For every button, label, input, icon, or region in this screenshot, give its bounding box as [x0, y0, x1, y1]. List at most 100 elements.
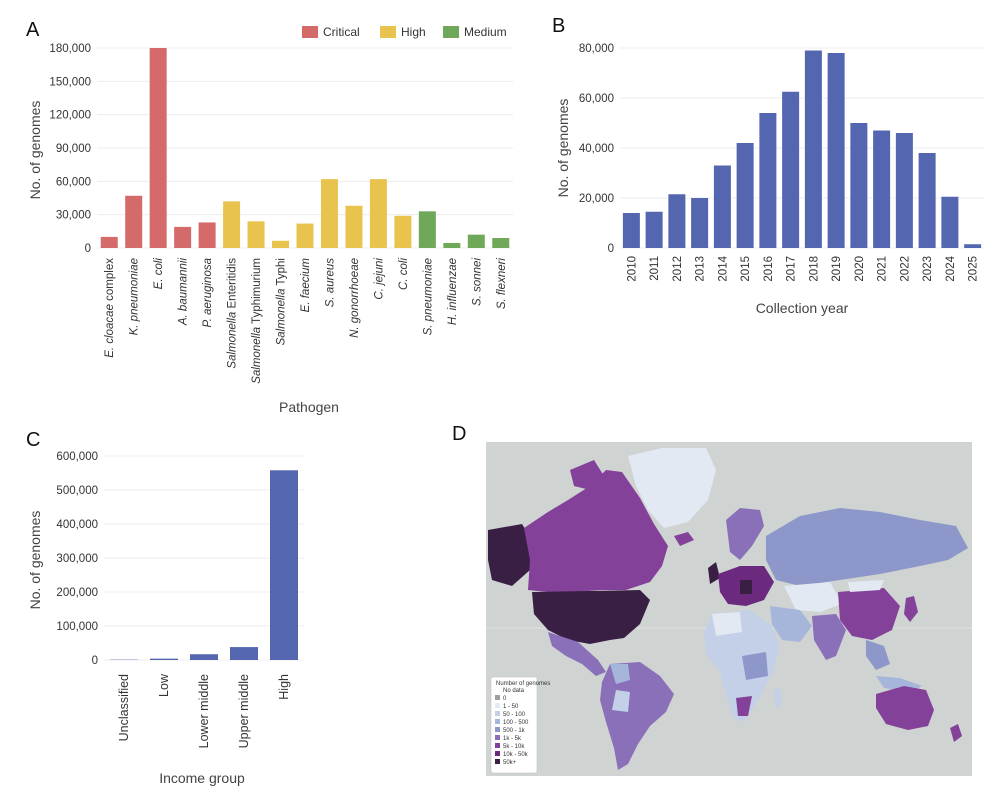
B-bar [782, 91, 800, 248]
A-y-tick-label: 60,000 [56, 176, 91, 188]
map-australia [876, 686, 934, 730]
map-iceland [674, 532, 694, 546]
B-x-tick-label: 2019 [831, 256, 843, 282]
B-y-tick-label: 0 [608, 243, 614, 255]
map-legend-swatch [495, 711, 500, 716]
A-x-tick-label: Salmonella Typhi [276, 258, 288, 345]
map-mongolia [848, 580, 884, 592]
B-x-tick-label: 2023 [922, 256, 934, 282]
map-scandinavia [726, 508, 764, 560]
C-bar [190, 654, 218, 660]
B-bar [918, 153, 936, 248]
A-y-tick-label: 180,000 [49, 43, 91, 55]
chart-b-y-ticks: 0 20,000 40,000 60,000 80,000 [579, 43, 614, 255]
map-legend-swatch [495, 759, 500, 764]
legend-swatch-critical [302, 26, 318, 38]
map-east-africa [742, 652, 768, 680]
B-bar [964, 244, 982, 248]
C-y-tick-label: 500,000 [56, 485, 98, 497]
map-legend-label: 0 [503, 696, 507, 702]
map-legend-title: Number of genomes [496, 681, 550, 687]
map-legend-swatch [495, 695, 500, 700]
map-legend-swatch [495, 751, 500, 756]
map-colombia [610, 664, 630, 684]
map-china [838, 588, 900, 640]
A-bar [467, 234, 485, 248]
A-x-tick-label: Salmonella Typhimurium [251, 258, 263, 384]
chart-b-x-ticks: 2010 2011 2012 2013 2014 2015 2016 2017 2018 2019… [626, 255, 979, 281]
map-legend-label: 50k+ [503, 760, 517, 766]
chart-c-income-group: 0 100,000 200,000 300,000 400,000 500,000 600,… [27, 451, 304, 786]
A-y-tick-label: 150,000 [49, 76, 91, 88]
C-x-tick-label: High [277, 674, 291, 700]
legend-label-high: High [401, 25, 426, 39]
A-bar [247, 221, 265, 248]
legend-label-medium: Medium [464, 25, 507, 39]
A-bar [320, 179, 338, 248]
C-y-tick-label: 600,000 [56, 451, 98, 463]
map-south-america [600, 662, 674, 770]
chart-c-y-ticks: 0 100,000 200,000 300,000 400,000 500,000 600,… [56, 451, 98, 667]
map-uk [708, 562, 720, 584]
B-y-tick-label: 60,000 [579, 93, 614, 105]
B-x-tick-label: 2012 [672, 256, 684, 282]
A-y-tick-label: 120,000 [49, 110, 91, 122]
map-legend-label: 10k - 50k [503, 752, 529, 758]
A-bar [394, 215, 412, 248]
chart-b-x-axis-title: Collection year [756, 300, 849, 316]
map-legend-box [490, 676, 538, 774]
A-bar [443, 243, 461, 248]
B-y-tick-label: 80,000 [579, 43, 614, 55]
chart-a-bars [100, 48, 510, 248]
C-x-tick-label: Unclassified [117, 674, 131, 741]
chart-a-y-ticks: 0 30,000 60,000 90,000 120,000 150,000 180,000 [49, 43, 91, 255]
B-bar [645, 211, 663, 248]
A-bar [418, 211, 436, 248]
chart-c-x-axis-title: Income group [159, 770, 245, 786]
A-bar [174, 226, 192, 248]
A-x-tick-label: C. jejuni [373, 258, 385, 300]
map-central-europe [740, 580, 752, 594]
C-y-tick-label: 300,000 [56, 553, 98, 565]
map-legend-label: No data [503, 688, 525, 694]
A-bar [223, 201, 241, 248]
map-legend: Number of genomes No data 0 1 - 50 50 - 100… [490, 676, 550, 774]
B-x-tick-label: 2017 [786, 256, 798, 282]
map-legend-label: 1k - 5k [503, 736, 522, 742]
panel-label-d: D [452, 423, 466, 445]
map-middle-east [770, 606, 812, 642]
C-y-tick-label: 100,000 [56, 621, 98, 633]
map-arctic-islands [570, 460, 604, 490]
B-x-tick-label: 2022 [899, 256, 911, 282]
B-x-tick-label: 2018 [808, 256, 820, 282]
C-bar [270, 470, 298, 660]
C-x-tick-label: Upper middle [237, 674, 251, 748]
chart-b-y-axis-title: No. of genomes [555, 99, 571, 198]
A-x-tick-label: E. cloacae complex [104, 258, 116, 358]
chart-a-pathogen: 0 30,000 60,000 90,000 120,000 150,000 180,000… [27, 25, 513, 415]
B-bar [827, 53, 845, 248]
B-x-tick-label: 2014 [717, 255, 729, 281]
map-new-zealand [950, 724, 962, 742]
A-x-tick-label: A. baumannii [178, 258, 190, 327]
A-y-tick-label: 0 [85, 243, 91, 255]
legend-swatch-medium [443, 26, 459, 38]
map-north-africa [712, 612, 742, 636]
A-bar [296, 223, 314, 248]
C-bar [150, 658, 178, 660]
map-bolivia [612, 690, 630, 712]
B-x-tick-label: 2011 [649, 256, 661, 281]
A-bar [100, 236, 118, 248]
B-bar [759, 113, 777, 248]
A-x-tick-label: S. aureus [324, 258, 336, 307]
map-russia [766, 508, 968, 586]
C-x-tick-label: Lower middle [197, 674, 211, 748]
A-bar [272, 240, 290, 248]
A-x-tick-label: E. faecium [300, 258, 312, 313]
map-madagascar [774, 688, 782, 708]
chart-a-y-axis-title: No. of genomes [27, 101, 43, 200]
map-legend-items: No data 0 1 - 50 50 - 100 100 - 500 500 - 1k 1… [495, 688, 529, 766]
B-bar [622, 213, 640, 248]
